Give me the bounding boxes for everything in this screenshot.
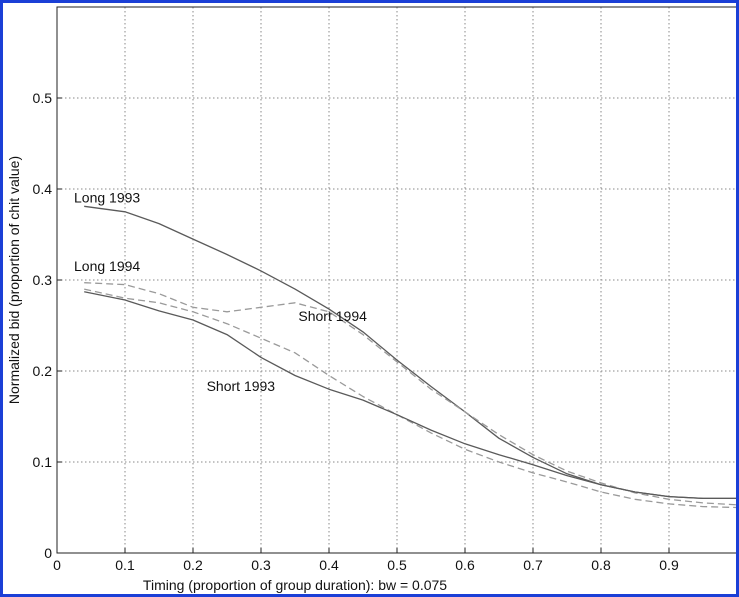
y-tick-label: 0.5 xyxy=(33,90,53,106)
y-axis-title: Normalized bid (proportion of chit value… xyxy=(6,156,22,404)
x-tick-label: 0 xyxy=(53,557,61,573)
series-labels: Long 1993 Long 1994 Short 1994 Short 1993 xyxy=(74,190,367,394)
y-tick-label: 0.3 xyxy=(33,272,53,288)
y-tick-label: 0.4 xyxy=(33,181,53,197)
x-tick-label: 0.2 xyxy=(183,557,203,573)
line-chart: 0 0.1 0.2 0.3 0.4 0.5 0.6 0.7 0.8 0.9 00.10.20.30… xyxy=(6,6,736,593)
series-line-short-1994 xyxy=(84,288,736,509)
series-line-long-1994 xyxy=(84,282,736,506)
x-axis-title: Timing (proportion of group duration): b… xyxy=(143,577,447,593)
x-tick-label: 0.5 xyxy=(387,557,407,573)
series-label: Long 1994 xyxy=(74,258,140,274)
y-tick-label: 0.1 xyxy=(33,454,53,470)
series-label: Short 1993 xyxy=(207,378,276,394)
series-label: Short 1994 xyxy=(298,308,367,324)
x-tick-label: 0.6 xyxy=(455,557,475,573)
x-tick-label: 0.4 xyxy=(319,557,339,573)
series-line-short-1993 xyxy=(84,291,736,500)
y-axis: 0 0.1 0.2 0.3 0.4 0.5 xyxy=(33,90,62,561)
series-label: Long 1993 xyxy=(74,190,140,206)
x-tick-label: 0.1 xyxy=(115,557,135,573)
grid xyxy=(57,7,736,553)
series-lines xyxy=(84,205,736,509)
x-tick-label: 0.7 xyxy=(523,557,543,573)
x-tick-label: 0.8 xyxy=(591,557,611,573)
x-axis: 0 0.1 0.2 0.3 0.4 0.5 0.6 0.7 0.8 0.9 xyxy=(53,548,679,573)
x-tick-label: 0.9 xyxy=(659,557,679,573)
series-line-long-1993 xyxy=(84,205,736,500)
x-tick-label: 0.3 xyxy=(251,557,271,573)
y-tick-label: 0.2 xyxy=(33,363,53,379)
y-tick-label: 0 xyxy=(44,545,52,561)
